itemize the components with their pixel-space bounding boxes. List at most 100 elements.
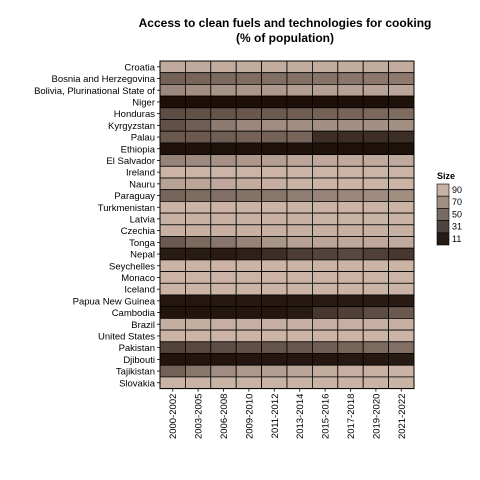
heatmap-cell xyxy=(286,165,313,179)
heatmap-cell xyxy=(235,317,262,331)
heatmap-cell xyxy=(184,271,212,284)
heatmap-cell xyxy=(235,95,262,109)
heatmap-cell xyxy=(184,212,212,226)
heatmap-cell xyxy=(362,224,390,237)
heatmap-cell xyxy=(210,224,237,237)
legend-label: 70 xyxy=(452,197,462,207)
heatmap-cell xyxy=(261,353,288,366)
heatmap-cell xyxy=(235,306,262,319)
heatmap-cell xyxy=(184,200,212,214)
heatmap-cell xyxy=(286,142,313,155)
heatmap-cell xyxy=(286,95,313,109)
heatmap-cell xyxy=(286,294,313,308)
heatmap-cell xyxy=(159,353,186,366)
heatmap-cell xyxy=(362,130,390,144)
y-tick-label: United States xyxy=(98,331,155,342)
heatmap-cell xyxy=(286,306,313,319)
heatmap-cell xyxy=(210,294,237,308)
heatmap-cell xyxy=(388,165,415,179)
legend-swatch xyxy=(436,183,450,197)
heatmap-cell xyxy=(159,60,186,74)
y-tick-label: Papua New Guinea xyxy=(73,296,156,307)
x-tick-label: 2021-2022 xyxy=(397,394,408,439)
x-tick-label: 2017-2018 xyxy=(346,394,357,439)
legend-label: 90 xyxy=(452,185,462,195)
heatmap-cell xyxy=(261,271,288,284)
heatmap-cell xyxy=(337,294,364,308)
heatmap-cell xyxy=(210,165,237,179)
heatmap-cell xyxy=(159,282,186,296)
heatmap-cell xyxy=(159,271,186,284)
heatmap-cell xyxy=(261,84,288,97)
heatmap-cell xyxy=(159,165,186,179)
heatmap-cell xyxy=(210,60,237,74)
heatmap-cell xyxy=(337,376,364,389)
heatmap-cell xyxy=(388,154,415,167)
legend: Size 90 70 50 31 11 xyxy=(436,171,462,246)
y-tick-label: Djibouti xyxy=(123,355,155,366)
heatmap-cell xyxy=(159,329,186,343)
heatmap-cell xyxy=(362,165,390,179)
heatmap-cell xyxy=(362,177,390,191)
heatmap-cell xyxy=(337,329,364,343)
heatmap-cell xyxy=(210,107,237,120)
heatmap-cell xyxy=(311,119,339,132)
heatmap-cell xyxy=(337,119,364,132)
heatmap-cell xyxy=(388,212,415,226)
heatmap-cell xyxy=(210,189,237,202)
heatmap-cell xyxy=(159,84,186,97)
heatmap-cell xyxy=(362,259,390,272)
heatmap-cell xyxy=(159,200,186,214)
heatmap-cell xyxy=(311,165,339,179)
heatmap-cell xyxy=(184,329,212,343)
heatmap-cell xyxy=(159,247,186,261)
y-tick-label: Nepal xyxy=(130,250,155,261)
heatmap-cell xyxy=(184,282,212,296)
heatmap-cell xyxy=(184,189,212,202)
heatmap-cell xyxy=(337,341,364,354)
heatmap-cell xyxy=(362,353,390,366)
heatmap-cell xyxy=(337,142,364,155)
heatmap-cell xyxy=(184,306,212,319)
heatmap-cell xyxy=(388,306,415,319)
heatmap-cell xyxy=(388,364,415,378)
heatmap-cell xyxy=(184,224,212,237)
heatmap-cell xyxy=(159,259,186,272)
heatmap-cell xyxy=(362,212,390,226)
heatmap-cell xyxy=(159,130,186,144)
heatmap-cell xyxy=(286,376,313,389)
heatmap-cell xyxy=(311,200,339,214)
heatmap-cell xyxy=(184,107,212,120)
heatmap-cell xyxy=(388,189,415,202)
legend-swatch xyxy=(436,195,450,209)
heatmap-cell xyxy=(311,189,339,202)
heatmap-cell xyxy=(337,236,364,249)
heatmap-cell xyxy=(311,376,339,389)
heatmap-cell xyxy=(286,317,313,331)
heatmap-cell xyxy=(286,236,313,249)
legend-swatch xyxy=(436,208,450,221)
heatmap-cell xyxy=(286,60,313,74)
heatmap-cell xyxy=(210,72,237,85)
heatmap-cell xyxy=(235,364,262,378)
heatmap-cell xyxy=(286,212,313,226)
x-tick-label: 2003-2005 xyxy=(194,394,205,439)
heatmap-cell xyxy=(184,353,212,366)
heatmap-cell xyxy=(362,200,390,214)
heatmap-cell xyxy=(388,119,415,132)
heatmap-cell xyxy=(235,72,262,85)
heatmap-cell xyxy=(261,130,288,144)
heatmap-cell xyxy=(362,376,390,389)
heatmap-cell xyxy=(286,72,313,85)
heatmap-cell xyxy=(235,119,262,132)
y-tick-label: Palau xyxy=(131,133,155,144)
y-tick-label: Paraguay xyxy=(114,191,155,202)
heatmap-cell xyxy=(362,119,390,132)
heatmap-cell xyxy=(235,189,262,202)
heatmap-cell xyxy=(184,84,212,97)
heatmap-cell xyxy=(311,329,339,343)
y-tick-label: Latvia xyxy=(130,214,156,225)
heatmap-cell xyxy=(337,364,364,378)
heatmap-cell xyxy=(311,317,339,331)
heatmap-cell xyxy=(261,189,288,202)
